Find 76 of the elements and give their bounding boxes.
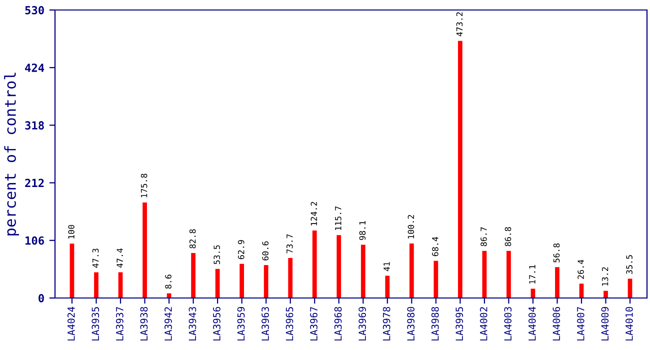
bar <box>70 244 74 298</box>
data-label: 17.1 <box>529 265 536 284</box>
bar <box>434 260 438 298</box>
data-label: 473.2 <box>456 12 463 36</box>
x-tick-label: LA3943 <box>188 307 196 340</box>
x-tick-label: LA4024 <box>67 306 75 340</box>
bar <box>458 40 462 298</box>
bar <box>506 250 511 298</box>
bar <box>628 278 632 298</box>
bar <box>240 264 244 298</box>
x-tick-label: LA3937 <box>116 307 124 340</box>
bar <box>288 258 293 298</box>
bar <box>604 290 608 298</box>
bar <box>336 235 342 298</box>
x-tick-label: LA4006 <box>552 306 560 340</box>
data-label: 86.7 <box>480 227 487 246</box>
bar <box>142 202 147 298</box>
x-tick-label: LA4009 <box>601 306 609 340</box>
data-label: 100 <box>68 224 74 238</box>
bar <box>118 272 123 298</box>
x-tick-label: LA3963 <box>262 307 269 340</box>
data-label: 124.2 <box>310 202 317 226</box>
x-tick-label: LA4010 <box>626 306 633 340</box>
x-tick-label: LA4004 <box>528 306 536 340</box>
data-label: 73.7 <box>286 234 293 254</box>
y-tick-label: 424 <box>25 64 44 72</box>
bar <box>94 272 98 298</box>
y-tick-label: 212 <box>25 178 44 188</box>
data-label: 35.5 <box>626 255 632 274</box>
x-tick-label: LA4007 <box>576 307 584 340</box>
x-tick-label: LA3988 <box>431 306 439 340</box>
data-label: 82.8 <box>189 229 196 248</box>
x-tick-label: LA3942 <box>164 307 172 340</box>
x-tick-label: LA3956 <box>213 306 220 340</box>
data-label: 13.2 <box>602 267 608 286</box>
data-label: 26.4 <box>578 260 584 279</box>
bar <box>385 276 390 298</box>
data-label: 62.9 <box>238 240 244 260</box>
bar <box>360 244 366 298</box>
x-tick-label: LA3968 <box>334 306 342 340</box>
y-tick-label: 106 <box>26 236 44 245</box>
y-tick-label: 0 <box>38 294 44 302</box>
x-tick-label: LA4003 <box>504 307 512 340</box>
x-tick-label: LA3980 <box>407 306 415 340</box>
data-label: 115.7 <box>335 206 342 230</box>
x-tick-label: LA3978 <box>382 306 390 340</box>
data-label: 56.8 <box>553 243 560 262</box>
y-tick-label: 318 <box>25 121 44 130</box>
bar <box>215 268 220 298</box>
x-tick-label: LA3959 <box>237 306 245 340</box>
bar <box>264 265 268 298</box>
data-label: 175.8 <box>140 174 148 198</box>
x-tick-label: LA3938 <box>140 306 148 340</box>
x-tick-label: LA3965 <box>286 307 294 340</box>
y-tick-label: 530 <box>25 6 44 14</box>
data-label: 47.3 <box>92 248 99 268</box>
bar <box>482 250 487 298</box>
data-label: 53.5 <box>214 245 220 264</box>
data-label: 68.4 <box>432 236 438 256</box>
y-axis-title: percent of control <box>4 72 19 236</box>
x-tick-label: LA4002 <box>480 307 488 340</box>
bar <box>555 267 560 298</box>
x-tick-label: LA3967 <box>310 307 318 340</box>
bar <box>312 230 317 298</box>
data-label: 98.1 <box>359 221 366 240</box>
bar <box>409 244 414 298</box>
data-label: 8.6 <box>165 274 172 289</box>
bar <box>191 253 196 298</box>
data-label: 100.2 <box>408 215 414 238</box>
data-label: 41 <box>384 262 390 272</box>
data-label: 47.4 <box>116 248 123 268</box>
x-tick-label: LA3995 <box>456 307 464 340</box>
x-tick-label: LA3935 <box>92 307 100 340</box>
data-label: 60.6 <box>262 241 269 260</box>
data-label: 86.8 <box>504 227 512 246</box>
x-tick-label: LA3969 <box>358 306 366 340</box>
